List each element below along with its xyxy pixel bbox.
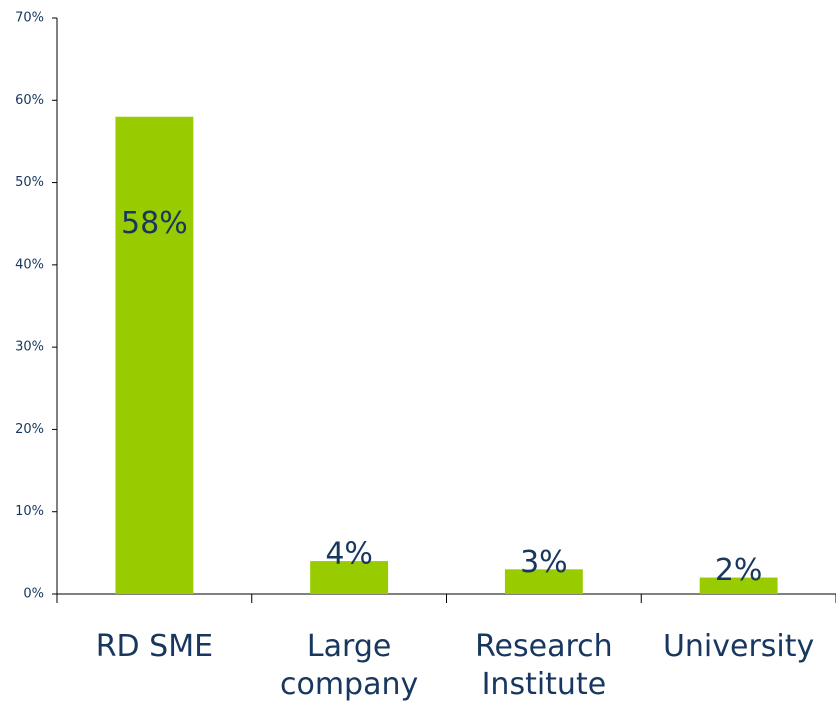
bar [115, 116, 194, 594]
bar [699, 577, 778, 594]
bar [504, 569, 583, 594]
y-tick-label: 0% [23, 587, 44, 602]
y-tick-label: 60% [15, 93, 44, 108]
x-tick-label: RD SME [95, 629, 214, 664]
y-tick-label: 30% [15, 340, 44, 355]
x-tick-label: University [662, 629, 815, 664]
x-tick-label: Research Institute [475, 629, 613, 702]
x-tick-label: Large company [279, 629, 419, 702]
y-tick-label: 20% [15, 422, 44, 437]
value-label: 2% [715, 553, 763, 588]
value-label: 3% [520, 545, 568, 580]
y-tick-label: 70% [15, 11, 44, 26]
value-label: 58% [121, 206, 188, 241]
y-tick-label: 10% [15, 504, 44, 519]
value-label: 4% [325, 537, 373, 572]
y-tick-label: 50% [15, 175, 44, 190]
y-tick-label: 40% [15, 257, 44, 272]
bar [310, 561, 389, 594]
